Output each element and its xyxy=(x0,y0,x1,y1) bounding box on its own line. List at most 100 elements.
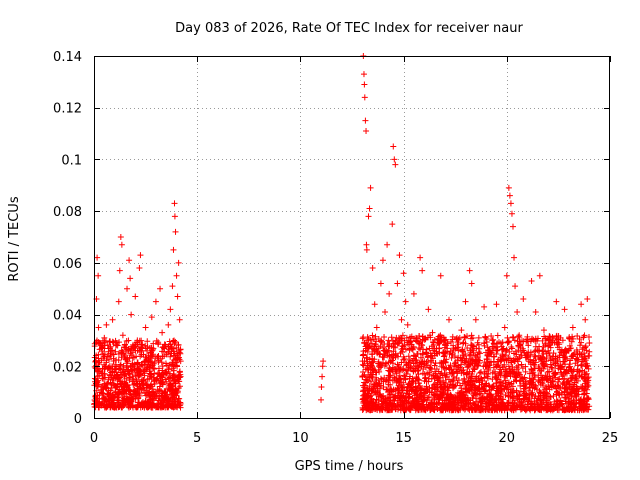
x-tick-label: 5 xyxy=(193,431,201,446)
data-point xyxy=(405,353,412,360)
data-point xyxy=(541,333,548,340)
data-point xyxy=(142,342,149,349)
data-point xyxy=(418,387,425,394)
data-point xyxy=(364,348,371,355)
data-point xyxy=(92,378,99,385)
data-point xyxy=(489,383,496,390)
data-point xyxy=(126,377,133,384)
data-point xyxy=(388,342,395,349)
data-point xyxy=(493,347,500,354)
data-point xyxy=(472,406,479,413)
data-point xyxy=(497,358,504,365)
data-point xyxy=(582,378,589,385)
data-point xyxy=(475,334,482,341)
data-point xyxy=(466,385,473,392)
data-point xyxy=(135,366,142,373)
data-point xyxy=(446,383,453,390)
data-point xyxy=(389,221,396,228)
data-point xyxy=(501,363,508,370)
data-point xyxy=(574,332,581,339)
data-point xyxy=(382,308,389,315)
data-point xyxy=(364,400,371,407)
data-point xyxy=(475,375,482,382)
data-point xyxy=(538,407,545,414)
data-point xyxy=(318,396,325,403)
data-point xyxy=(378,337,385,344)
data-point xyxy=(527,356,534,363)
data-point xyxy=(130,341,137,348)
data-point xyxy=(461,334,468,341)
data-point xyxy=(522,407,529,414)
data-point xyxy=(94,401,101,408)
data-point xyxy=(144,338,151,345)
data-point xyxy=(140,401,147,408)
data-point xyxy=(118,241,125,248)
data-point xyxy=(451,360,458,367)
data-point xyxy=(360,334,367,341)
data-point xyxy=(95,272,102,279)
data-point xyxy=(549,365,556,372)
data-point xyxy=(551,339,558,346)
data-point xyxy=(566,361,573,368)
data-point xyxy=(454,368,461,375)
data-point xyxy=(528,366,535,373)
data-point xyxy=(506,371,513,378)
data-point xyxy=(579,346,586,353)
data-point xyxy=(368,378,375,385)
data-point xyxy=(412,356,419,363)
data-point xyxy=(174,363,181,370)
data-point xyxy=(521,349,528,356)
data-point xyxy=(563,405,570,412)
data-point xyxy=(527,384,534,391)
data-point xyxy=(568,390,575,397)
data-point xyxy=(536,376,543,383)
data-point xyxy=(174,293,181,300)
data-point xyxy=(570,385,577,392)
data-point xyxy=(536,272,543,279)
data-point xyxy=(512,283,519,290)
data-point xyxy=(521,405,528,412)
y-axis-label: ROTI / TECUs xyxy=(7,196,22,281)
data-point xyxy=(398,337,405,344)
data-point xyxy=(585,365,592,372)
data-point xyxy=(155,341,162,348)
data-point xyxy=(109,316,116,323)
data-point xyxy=(143,381,150,388)
data-point xyxy=(408,386,415,393)
data-point xyxy=(586,403,593,410)
data-point xyxy=(550,350,557,357)
data-point xyxy=(126,257,133,264)
data-point xyxy=(502,391,509,398)
data-point xyxy=(475,385,482,392)
data-point xyxy=(167,353,174,360)
data-point xyxy=(509,334,516,341)
data-point xyxy=(110,355,117,362)
data-point xyxy=(394,361,401,368)
data-point xyxy=(447,348,454,355)
data-point xyxy=(318,383,325,390)
data-point xyxy=(416,394,423,401)
data-point xyxy=(142,398,149,405)
data-point xyxy=(484,359,491,366)
data-point xyxy=(526,395,533,402)
data-point xyxy=(521,385,528,392)
data-point xyxy=(458,367,465,374)
data-point xyxy=(99,375,106,382)
data-point xyxy=(447,362,454,369)
data-point xyxy=(420,346,427,353)
data-point xyxy=(115,350,122,357)
data-point xyxy=(388,357,395,364)
data-point xyxy=(573,355,580,362)
data-point xyxy=(407,385,414,392)
data-point xyxy=(528,365,535,372)
data-point xyxy=(103,321,110,328)
data-point xyxy=(576,350,583,357)
data-point xyxy=(502,380,509,387)
data-point xyxy=(392,354,399,361)
data-point xyxy=(580,398,587,405)
data-point xyxy=(368,396,375,403)
data-point xyxy=(421,406,428,413)
data-point xyxy=(410,290,417,297)
data-point xyxy=(407,381,414,388)
data-point xyxy=(162,404,169,411)
